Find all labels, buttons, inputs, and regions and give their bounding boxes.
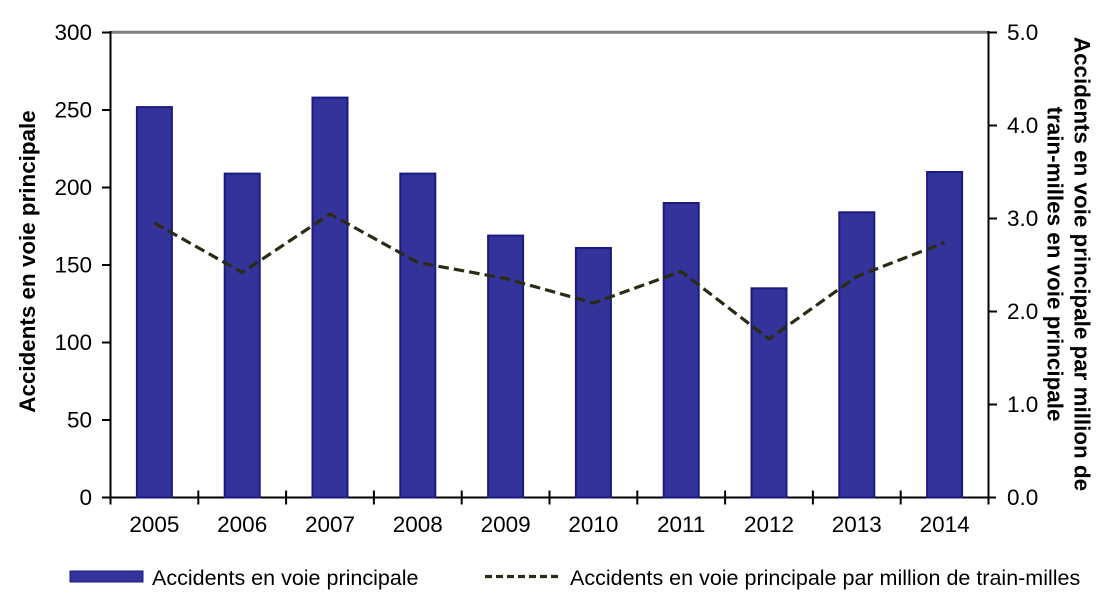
svg-text:0: 0: [79, 485, 92, 510]
svg-text:2.0: 2.0: [1007, 299, 1038, 324]
svg-text:3.0: 3.0: [1007, 206, 1038, 231]
svg-text:2010: 2010: [568, 512, 618, 537]
svg-text:2012: 2012: [744, 512, 794, 537]
svg-text:Accidents en voie principale: Accidents en voie principale: [152, 566, 419, 590]
svg-text:200: 200: [54, 175, 92, 200]
svg-text:Accidents en voie principale p: Accidents en voie principale par million…: [570, 566, 1080, 590]
svg-text:2011: 2011: [657, 512, 705, 537]
svg-text:5.0: 5.0: [1007, 20, 1038, 45]
svg-text:1.0: 1.0: [1007, 392, 1038, 417]
svg-text:2005: 2005: [129, 512, 179, 537]
svg-text:2008: 2008: [393, 512, 443, 537]
svg-text:2007: 2007: [305, 512, 355, 537]
svg-text:train-milles en voie principal: train-milles en voie principale: [1043, 107, 1068, 422]
svg-text:2014: 2014: [920, 512, 970, 537]
svg-text:250: 250: [54, 98, 92, 123]
svg-text:Accidents en voie principale: Accidents en voie principale: [15, 110, 40, 412]
svg-text:4.0: 4.0: [1007, 113, 1038, 138]
svg-text:2009: 2009: [481, 512, 531, 537]
svg-text:100: 100: [54, 330, 92, 355]
svg-text:2013: 2013: [832, 512, 882, 537]
svg-text:2006: 2006: [217, 512, 267, 537]
svg-text:150: 150: [54, 253, 92, 278]
svg-text:Accidents en voie principale p: Accidents en voie principale par million…: [1070, 37, 1095, 491]
svg-text:0.0: 0.0: [1007, 485, 1038, 510]
svg-text:50: 50: [67, 408, 92, 433]
svg-text:300: 300: [54, 20, 92, 45]
